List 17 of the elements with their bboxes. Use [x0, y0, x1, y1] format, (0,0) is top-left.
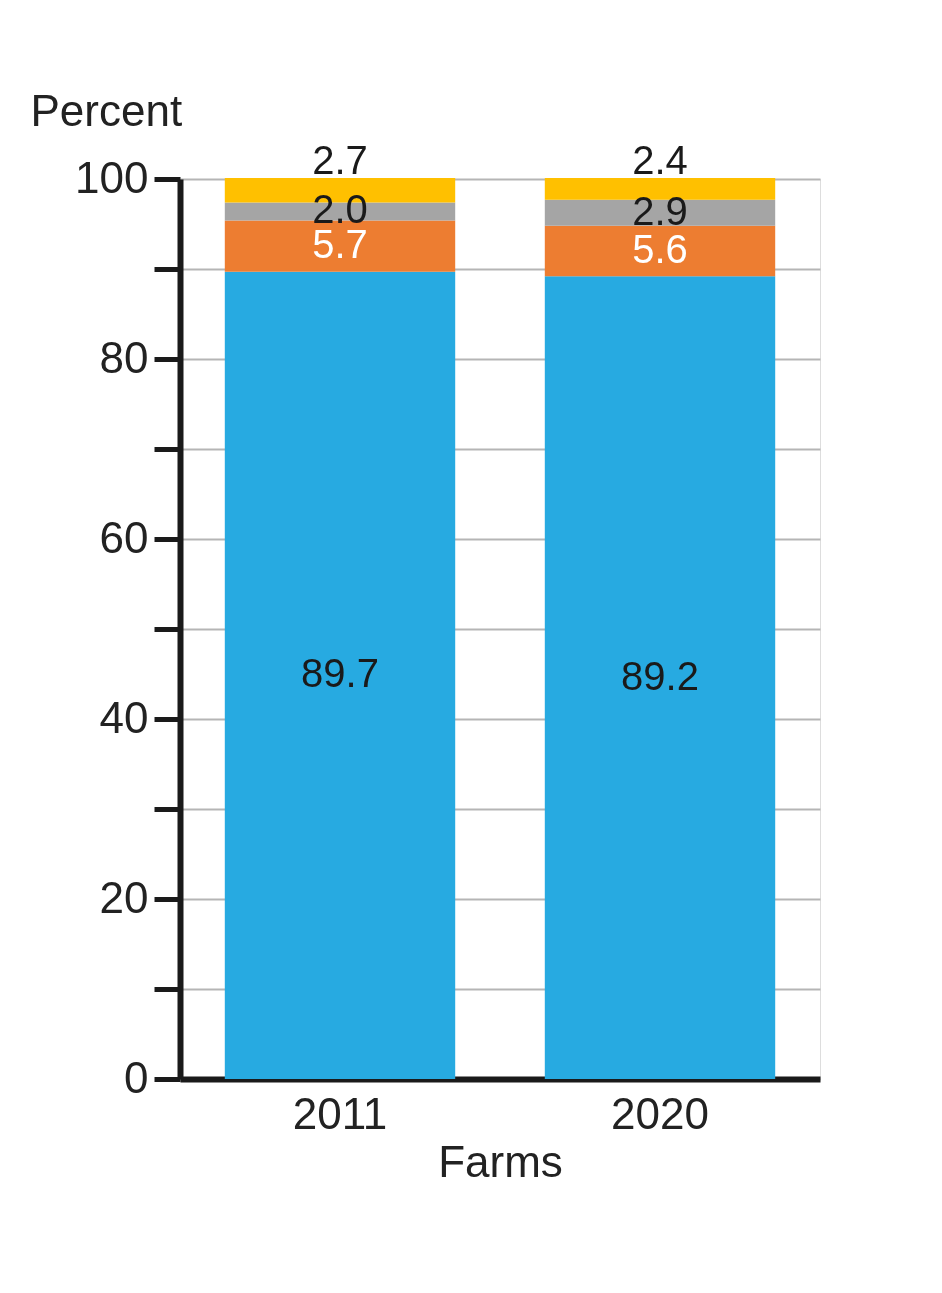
- data-label: 89.7: [301, 651, 379, 696]
- x-tick-label: 2020: [611, 1088, 709, 1138]
- bar: [544, 225, 776, 277]
- y-tick-label: 80: [99, 332, 149, 382]
- data-label: 2.4: [632, 138, 688, 183]
- bar: [544, 199, 776, 226]
- data-label: 2.7: [312, 138, 368, 183]
- y-tick-label: 60: [99, 512, 149, 562]
- x-tick-label: 2011: [292, 1088, 388, 1138]
- y-tick-label: 20: [99, 872, 149, 922]
- x-axis-title: Farms: [438, 1136, 563, 1186]
- y-axis-title: Percent: [30, 85, 183, 135]
- y-tick-label: 0: [124, 1052, 149, 1102]
- y-tick-label: 40: [99, 692, 149, 742]
- data-label: 5.7: [312, 222, 368, 267]
- data-label: 89.2: [621, 653, 699, 698]
- y-tick-label: 100: [75, 152, 149, 202]
